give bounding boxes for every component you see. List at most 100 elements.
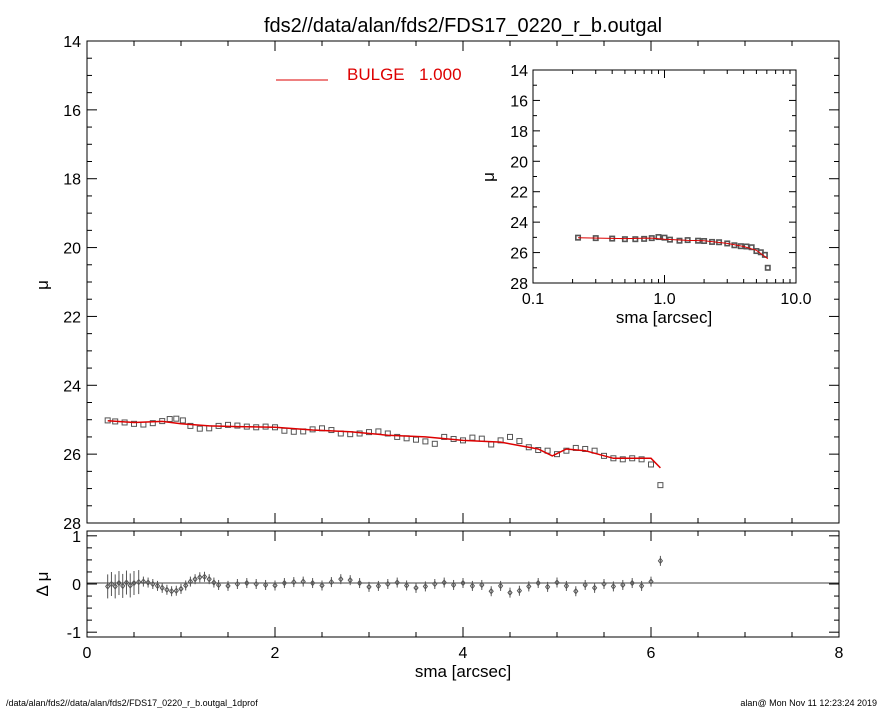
residual-point-diamond: [140, 578, 147, 585]
data-point-square: [657, 482, 664, 489]
residual-point-diamond: [127, 582, 133, 589]
residual-point-diamond: [544, 583, 551, 591]
residual-point-diamond: [145, 579, 151, 586]
x-tick-label: 4: [459, 645, 468, 662]
inset-y-tick-label: 24: [510, 215, 528, 232]
residual-point-diamond: [432, 580, 438, 588]
residual-point-diamond: [123, 579, 130, 586]
data-point-square: [497, 437, 504, 444]
footer-timestamp: alan@ Mon Nov 11 12:23:24 2019: [740, 698, 877, 708]
inset-y-axis-label: μ: [479, 172, 498, 182]
main-panel: 14 16 18 20 22 24 26 28 μ BULGE 1.000: [33, 34, 840, 533]
residual-point-diamond: [211, 579, 217, 586]
inset-x-tick-label: 10.0: [780, 291, 811, 308]
main-y-axis-label: μ: [33, 280, 52, 290]
residual-point-diamond: [206, 575, 212, 583]
residual-point-diamond: [159, 584, 165, 592]
residual-point-diamond: [215, 581, 222, 589]
residual-point-diamond: [535, 579, 541, 587]
residual-point-diamond: [488, 587, 494, 595]
main-y-tick-label: 22: [63, 309, 81, 326]
residual-point-diamond: [375, 582, 382, 590]
residual-point-diamond: [563, 582, 570, 590]
residual-point-diamond: [112, 583, 118, 590]
data-point-square: [225, 421, 231, 428]
data-point-square: [166, 416, 173, 423]
bulge-model-line: [107, 419, 661, 469]
legend: BULGE 1.000: [276, 65, 462, 84]
main-data-series: [104, 415, 664, 489]
residual-y-ticks: 1 0 -1: [67, 529, 839, 642]
data-point-square: [366, 429, 372, 436]
residual-point-diamond: [413, 584, 419, 592]
inset-data-square: [621, 236, 628, 243]
inset-data-square: [661, 234, 668, 241]
main-y-ticks: 14 16 18 20 22 24 26 28: [63, 34, 839, 533]
data-point-square: [516, 438, 523, 445]
residual-data-series: [105, 555, 664, 599]
data-point-square: [441, 433, 448, 440]
residual-point-diamond: [450, 581, 457, 589]
inset-x-ticks: 0.1 1.0 10.0: [522, 70, 812, 308]
inset-plot-frame: [532, 69, 797, 284]
inset-data-square: [641, 235, 648, 242]
chart-title: fds2//data/alan/fds2/FDS17_0220_r_b.outg…: [264, 15, 662, 37]
x-axis-label: sma [arcsec]: [415, 662, 511, 681]
main-y-tick-label: 20: [63, 241, 81, 258]
data-point-square: [149, 420, 156, 427]
main-y-tick-label: 18: [63, 172, 81, 189]
data-point-square: [281, 427, 288, 434]
data-point-square: [478, 435, 485, 442]
x-tick-label: 6: [647, 645, 656, 662]
inset-x-tick-label: 1.0: [653, 291, 675, 308]
residual-point-diamond: [629, 579, 635, 587]
inset-y-ticks: 14 16 18 20 22 24 26 28: [510, 63, 796, 293]
residual-point-diamond: [422, 583, 429, 590]
residual-point-diamond: [116, 579, 122, 587]
residual-point-diamond: [403, 582, 410, 589]
residual-point-diamond: [225, 582, 231, 590]
residual-point-diamond: [120, 582, 126, 590]
residual-point-diamond: [460, 579, 466, 587]
residual-point-diamond: [136, 578, 142, 586]
data-point-square: [179, 417, 186, 424]
x-tick-label: 0: [83, 645, 92, 662]
residual-point-diamond: [253, 580, 259, 588]
residual-point-diamond: [338, 575, 344, 583]
residual-x-ticks: 0 2 4 6 8: [83, 531, 844, 662]
residual-point-diamond: [131, 579, 137, 587]
data-point-square: [648, 461, 654, 468]
residual-point-diamond: [573, 587, 579, 595]
main-y-tick-label: 24: [63, 378, 81, 395]
residual-point-diamond: [197, 573, 203, 581]
inset-y-tick-label: 28: [510, 276, 528, 293]
residual-point-diamond: [648, 578, 654, 585]
x-tick-label: 8: [835, 645, 844, 662]
inset-y-tick-label: 20: [510, 154, 528, 171]
residual-point-diamond: [516, 587, 523, 595]
residual-point-diamond: [183, 582, 189, 589]
main-y-tick-label: 14: [63, 34, 81, 51]
residual-y-tick-label: 1: [72, 529, 81, 546]
inset-panel: 14 16 18 20 22 24 26 28 0.1 1.0 10.0 μ sma [arcse…: [479, 63, 812, 327]
residual-point-diamond: [173, 587, 179, 595]
inset-y-tick-label: 18: [510, 124, 528, 141]
residual-point-diamond: [309, 579, 316, 587]
main-y-tick-label: 16: [63, 103, 81, 120]
residual-point-diamond: [187, 578, 194, 585]
data-point-square: [507, 433, 513, 440]
residual-point-diamond: [234, 580, 241, 588]
data-point-square: [469, 434, 476, 441]
residual-point-diamond: [601, 580, 607, 588]
inset-data-square: [764, 264, 771, 271]
inset-y-tick-label: 26: [510, 246, 528, 263]
data-point-square: [196, 425, 203, 432]
residual-point-diamond: [105, 583, 111, 590]
inset-data-square: [748, 244, 755, 251]
residual-point-diamond: [291, 578, 297, 586]
inset-data-square: [632, 236, 639, 243]
data-point-square: [328, 427, 335, 434]
residual-point-diamond: [497, 582, 504, 590]
inset-data-square: [676, 237, 683, 244]
